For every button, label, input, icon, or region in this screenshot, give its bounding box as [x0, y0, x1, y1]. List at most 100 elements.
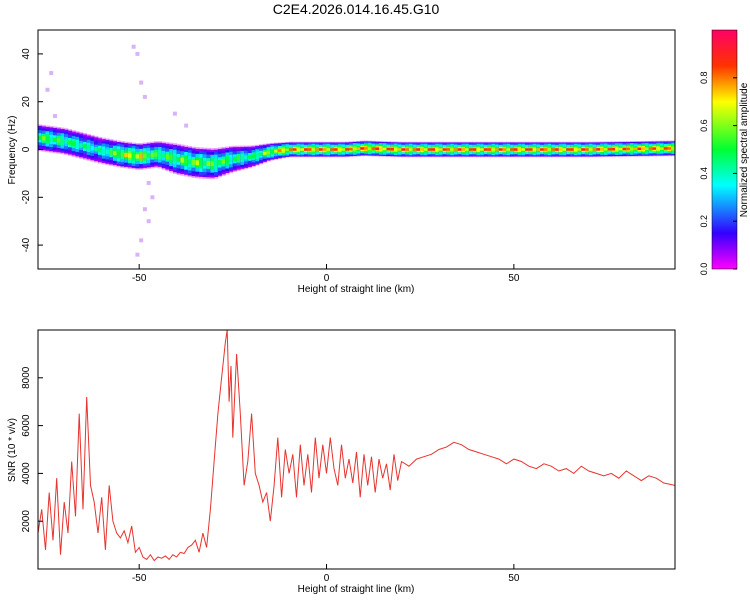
heatmap-cell — [540, 148, 545, 151]
y-tick-label: -40 — [21, 237, 32, 252]
heatmap-cell — [240, 155, 245, 160]
heatmap-cell — [487, 148, 492, 151]
spectrogram-y-axis-label: Frequency (Hz) — [7, 116, 18, 185]
x-tick-label: 0 — [324, 573, 330, 584]
heatmap-cell — [517, 148, 522, 151]
colorbar: 0.0 0.2 0.4 0.6 0.8 Normalized spectral ampl… — [699, 29, 750, 276]
heatmap-cell — [307, 148, 312, 151]
heatmap-cell — [322, 148, 327, 151]
heatmap-cell — [416, 148, 421, 151]
heatmap-cell — [480, 148, 485, 151]
heatmap-cell — [450, 148, 455, 151]
heatmap-cell — [405, 148, 410, 151]
snr-x-ticks: -50 0 50 — [132, 564, 520, 584]
heatmap-cell — [255, 153, 260, 157]
heatmap-cell — [131, 153, 136, 159]
heatmap-cell — [225, 158, 230, 163]
heatmap-cell — [585, 148, 590, 151]
colorbar-label: Normalized spectral amplitude — [739, 82, 750, 217]
heatmap-cell — [618, 147, 623, 151]
heatmap-cell — [408, 148, 414, 151]
y-tick-label: 40 — [21, 48, 32, 60]
snr-y-axis-label: SNR (10 * v/v) — [7, 418, 18, 482]
heatmap-cell — [154, 152, 159, 157]
heatmap-cell — [266, 150, 271, 154]
heatmap-cell — [330, 148, 335, 151]
heatmap-cell — [667, 147, 672, 150]
heatmap-cell — [304, 148, 309, 151]
heatmap-cell — [588, 148, 593, 151]
heatmap-cell — [382, 147, 387, 151]
heatmap-cell — [532, 148, 537, 151]
heatmap-cell — [637, 147, 642, 151]
heatmap-cell — [206, 160, 211, 166]
noise-cell — [131, 44, 136, 49]
x-tick-label: -50 — [132, 273, 147, 284]
heatmap-cell — [483, 148, 488, 151]
heatmap-cell — [270, 150, 275, 154]
heatmap-cell — [349, 147, 354, 151]
heatmap-cell — [60, 138, 65, 144]
heatmap-cell — [281, 148, 286, 152]
y-tick-label: 0 — [21, 146, 32, 152]
heatmap-cell — [296, 148, 301, 151]
heatmap-cell — [229, 157, 234, 162]
heatmap-cell — [536, 148, 541, 151]
heatmap-cell — [90, 146, 95, 151]
y-tick-label: 20 — [21, 96, 32, 108]
heatmap-cell — [375, 147, 380, 150]
heatmap-cell — [423, 148, 428, 151]
heatmap-cell — [495, 148, 500, 151]
noise-cell — [146, 180, 151, 185]
heatmap-cell — [461, 148, 466, 151]
heatmap-cell — [334, 148, 339, 151]
heatmap-cell — [525, 148, 530, 151]
snr-plot: -50 0 50 2000 4000 6000 8000 Height of straig… — [7, 329, 676, 595]
heatmap-cell — [371, 147, 376, 150]
heatmap-cell — [150, 152, 155, 158]
noise-cell — [45, 87, 50, 92]
heatmap-cell — [67, 140, 73, 145]
heatmap-cell — [116, 151, 121, 157]
heatmap-cell — [319, 148, 324, 151]
y-tick-label: -20 — [21, 190, 32, 205]
heatmap-cell — [94, 147, 99, 152]
heatmap-cell — [217, 160, 222, 165]
heatmap-cell — [184, 158, 189, 164]
heatmap-cell — [367, 147, 372, 150]
heatmap-cell — [611, 147, 616, 151]
heatmap-cell — [390, 147, 395, 151]
heatmap-cell — [202, 160, 207, 166]
heatmap-cell — [570, 148, 575, 151]
heatmap-cell — [109, 150, 114, 155]
heatmap-cell — [378, 147, 384, 151]
colorbar-ticks: 0.0 0.2 0.4 0.6 0.8 — [699, 72, 737, 276]
heatmap-cell — [180, 157, 185, 163]
heatmap-cell — [465, 148, 470, 151]
heatmap-cell — [52, 137, 58, 143]
heatmap-cell — [648, 147, 653, 150]
heatmap-cell — [626, 147, 631, 151]
heatmap-cell — [401, 148, 406, 151]
heatmap-cell — [577, 148, 582, 151]
heatmap-cell — [457, 148, 462, 151]
heatmap-cell — [86, 145, 91, 150]
heatmap-cell — [641, 147, 646, 151]
heatmap-cell — [600, 148, 605, 151]
heatmap-cell — [97, 148, 102, 153]
colorbar-tick-label: 0.4 — [699, 167, 709, 180]
heatmap-cell — [289, 148, 294, 151]
spectrogram-plot: -50 0 50 -40 -20 0 20 40 Height of straight li… — [7, 29, 676, 295]
noise-cell — [172, 111, 177, 116]
heatmap-cell — [528, 148, 533, 151]
heatmap-cell — [446, 148, 451, 151]
heatmap-cell — [292, 148, 297, 151]
y-tick-label: 6000 — [21, 414, 32, 437]
heatmap-cell — [622, 147, 627, 151]
colorbar-tick-label: 0.0 — [699, 263, 709, 276]
heatmap-cell — [262, 151, 267, 155]
heatmap-cell — [157, 152, 162, 157]
spectrogram-y-ticks: -40 -20 0 20 40 — [21, 48, 43, 252]
heatmap-cell — [277, 149, 282, 153]
heatmap-cell — [214, 160, 219, 166]
